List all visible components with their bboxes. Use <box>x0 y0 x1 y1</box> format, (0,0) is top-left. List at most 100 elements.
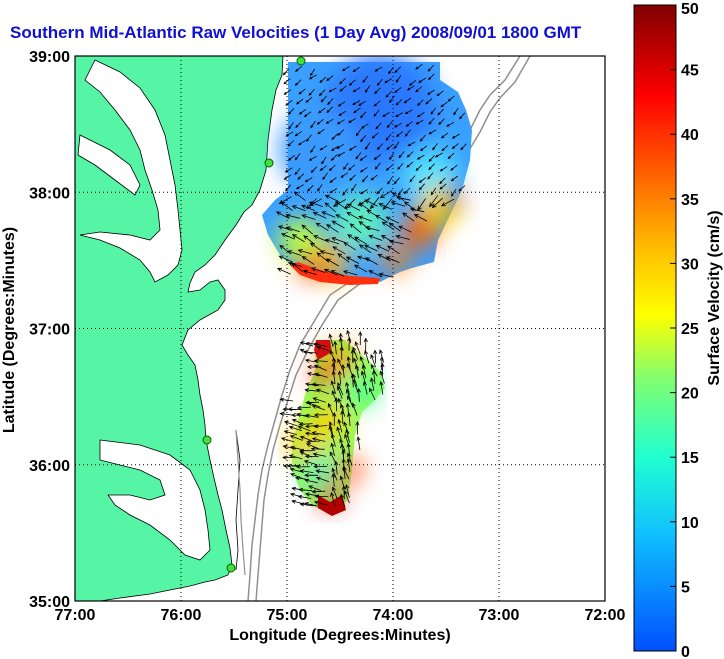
velocity-arrow <box>347 412 352 427</box>
colorbar-tick-label: 15 <box>681 450 699 467</box>
velocity-arrow <box>398 225 412 233</box>
velocity-arrow <box>375 122 382 130</box>
velocity-arrow <box>418 77 426 83</box>
velocity-arrow <box>451 143 459 149</box>
velocity-arrow <box>294 153 301 161</box>
velocity-arrow <box>311 489 326 494</box>
velocity-arrow <box>339 85 347 92</box>
velocity-arrow <box>395 75 402 83</box>
velocity-arrow <box>312 342 327 347</box>
radar-station-marker <box>264 158 274 168</box>
velocity-arrow <box>356 387 361 402</box>
velocity-arrow <box>298 487 313 492</box>
velocity-arrow <box>331 472 336 487</box>
velocity-arrow <box>396 195 411 201</box>
velocity-arrow <box>358 100 366 106</box>
velocity-arrow <box>307 401 321 408</box>
velocity-arrow <box>362 75 369 83</box>
colorbar-tick-label: 35 <box>681 192 699 209</box>
velocity-arrow <box>353 107 361 114</box>
velocity-arrow <box>297 425 311 432</box>
velocity-arrow <box>331 356 336 371</box>
velocity-arrow <box>288 122 294 130</box>
x-tick-label: 73:00 <box>479 607 520 624</box>
radar-station-marker <box>226 563 236 573</box>
velocity-arrow <box>322 172 328 181</box>
velocity-arrow <box>328 164 336 172</box>
velocity-arrow <box>353 264 368 273</box>
velocity-arrow <box>319 76 327 84</box>
velocity-arrow <box>316 345 330 352</box>
velocity-arrow <box>291 262 304 273</box>
velocity-arrow <box>406 161 414 168</box>
velocity-arrow <box>402 212 415 222</box>
velocity-arrow <box>438 118 445 126</box>
velocity-arrow <box>324 238 340 245</box>
velocity-arrow <box>415 119 424 125</box>
velocity-arrow <box>428 163 435 171</box>
velocity-arrow <box>397 188 404 197</box>
velocity-arrow <box>309 242 323 252</box>
velocity-arrow <box>315 388 330 395</box>
velocity-arrow <box>302 269 318 276</box>
velocity-arrow <box>298 88 306 95</box>
velocity-arrow <box>337 101 346 107</box>
velocity-arrow <box>312 452 327 457</box>
velocity-arrow <box>436 90 444 97</box>
velocity-arrow <box>405 120 413 127</box>
velocity-arrow <box>310 120 316 129</box>
velocity-arrow <box>298 108 307 115</box>
velocity-arrow <box>370 363 378 377</box>
velocity-arrow <box>341 485 346 500</box>
velocity-arrow <box>431 197 443 209</box>
velocity-arrow <box>416 154 425 160</box>
velocity-arrow <box>394 141 400 149</box>
velocity-arrow <box>373 100 381 107</box>
velocity-arrow <box>360 370 366 385</box>
velocity-arrow <box>373 349 378 364</box>
velocity-arrow <box>370 174 378 181</box>
velocity-arrow <box>297 173 305 180</box>
velocity-arrow <box>304 431 319 436</box>
velocity-arrow <box>328 333 334 348</box>
velocity-arrow <box>346 458 351 472</box>
velocity-arrow <box>428 73 435 81</box>
velocity-arrow <box>321 156 327 165</box>
velocity-arrow <box>301 224 314 235</box>
velocity-arrow <box>329 177 337 183</box>
velocity-arrow <box>373 109 380 117</box>
velocity-arrow <box>283 430 298 436</box>
velocity-arrow <box>346 362 353 376</box>
velocity-arrow <box>354 364 359 379</box>
velocity-arrow <box>294 65 303 72</box>
velocity-arrow <box>376 78 383 87</box>
velocity-arrow <box>345 429 350 443</box>
velocity-arrow <box>447 152 455 160</box>
velocity-arrow <box>418 177 427 184</box>
velocity-arrow <box>336 426 342 440</box>
velocity-arrow <box>439 183 447 190</box>
velocity-arrow <box>430 187 437 196</box>
velocity-arrow <box>386 121 393 129</box>
velocity-arrow <box>359 111 367 119</box>
velocity-arrow <box>287 154 296 161</box>
velocity-arrow <box>440 132 449 139</box>
velocity-arrow <box>312 211 327 219</box>
velocity-arrow <box>371 132 379 139</box>
velocity-arrow <box>374 66 383 72</box>
colorbar-tick-label: 45 <box>681 63 699 80</box>
velocity-arrow <box>326 75 334 82</box>
velocity-arrow <box>287 250 302 256</box>
velocity-arrow <box>334 397 339 412</box>
isobath-line <box>255 56 531 601</box>
radar-station-marker <box>296 56 306 66</box>
velocity-arrow <box>279 411 294 416</box>
velocity-arrow <box>355 152 362 160</box>
velocity-arrow <box>441 145 449 152</box>
velocity-arrow <box>280 233 295 240</box>
velocity-arrow <box>331 237 346 243</box>
velocity-arrow <box>407 141 416 147</box>
velocity-arrow <box>287 407 302 412</box>
velocity-arrow <box>409 207 425 213</box>
velocity-arrow <box>415 164 423 172</box>
